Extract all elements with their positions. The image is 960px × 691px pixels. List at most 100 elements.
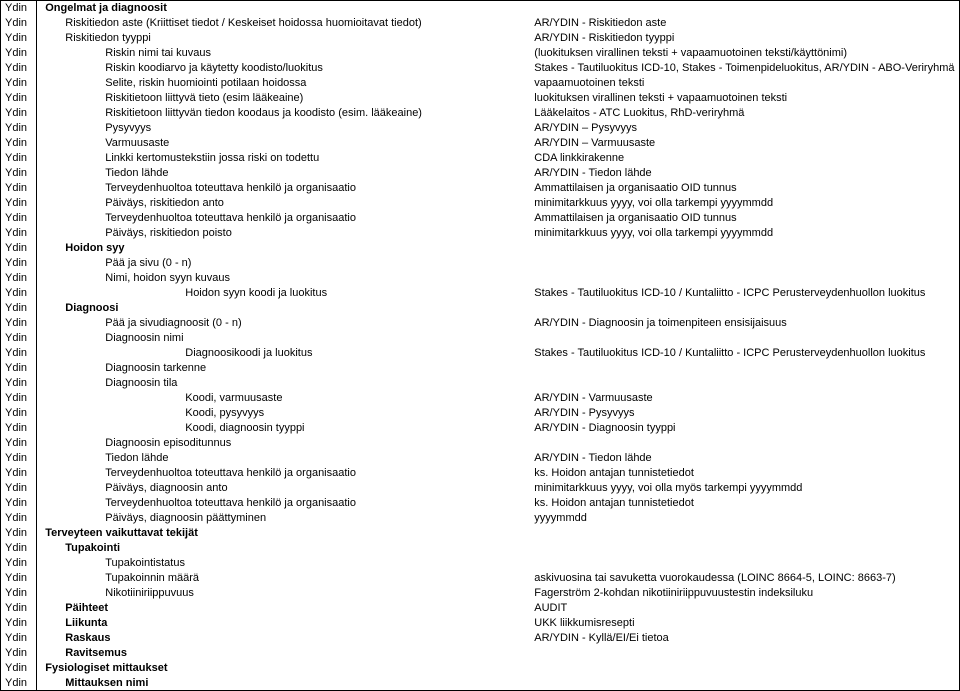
table-row: YdinPäihteetAUDIT [1, 601, 959, 616]
table-row: YdinRaskausAR/YDIN - Kyllä/EI/Ei tietoa [1, 631, 959, 646]
row-description: Mittauksen nimi [37, 676, 531, 691]
row-description: Päiväys, riskitiedon poisto [37, 226, 531, 241]
row-description: Linkki kertomustekstiin jossa riski on t… [37, 151, 531, 166]
row-description: Diagnoosin nimi [37, 331, 531, 346]
row-value: AR/YDIN - Tiedon lähde [530, 166, 958, 181]
table-row: YdinTerveyteen vaikuttavat tekijät [1, 526, 959, 541]
ydin-label: Ydin [1, 331, 37, 346]
row-value: luokituksen virallinen teksti + vapaamuo… [530, 91, 958, 106]
row-value: Stakes - Tautiluokitus ICD-10, Stakes - … [530, 61, 958, 76]
ydin-label: Ydin [1, 466, 37, 481]
row-value: vapaamuotoinen teksti [530, 76, 958, 91]
row-description: Ongelmat ja diagnoosit [37, 1, 531, 16]
row-value [530, 676, 958, 691]
row-value: AR/YDIN – Pysyvyys [530, 121, 958, 136]
table-row: YdinDiagnoosi [1, 301, 959, 316]
row-description: Diagnoosin episoditunnus [37, 436, 531, 451]
row-description: Riskin nimi tai kuvaus [37, 46, 531, 61]
table-row: YdinPysyvyysAR/YDIN – Pysyvyys [1, 121, 959, 136]
table-row: YdinTerveydenhuoltoa toteuttava henkilö … [1, 496, 959, 511]
row-description: Koodi, pysyvyys [37, 406, 531, 421]
ydin-label: Ydin [1, 481, 37, 496]
ydin-label: Ydin [1, 16, 37, 31]
ydin-label: Ydin [1, 241, 37, 256]
table-row: YdinSelite, riskin huomiointi potilaan h… [1, 76, 959, 91]
table-row: YdinRiskitietoon liittyvän tiedon koodau… [1, 106, 959, 121]
row-value [530, 376, 958, 391]
row-value [530, 556, 958, 571]
row-value [530, 526, 958, 541]
table-row: YdinPäiväys, diagnoosin päättyminenyyyym… [1, 511, 959, 526]
ydin-label: Ydin [1, 1, 37, 16]
ydin-label: Ydin [1, 76, 37, 91]
row-value: Ammattilaisen ja organisaatio OID tunnus [530, 211, 958, 226]
table-row: YdinTerveydenhuoltoa toteuttava henkilö … [1, 211, 959, 226]
table-row: YdinPää ja sivu (0 - n) [1, 256, 959, 271]
row-description: Riskitiedon tyyppi [37, 31, 531, 46]
row-value [530, 256, 958, 271]
row-value [530, 301, 958, 316]
row-description: Terveydenhuoltoa toteuttava henkilö ja o… [37, 496, 531, 511]
ydin-label: Ydin [1, 586, 37, 601]
row-value [530, 661, 958, 676]
row-description: Päihteet [37, 601, 531, 616]
row-value: CDA linkkirakenne [530, 151, 958, 166]
row-description: Riskitiedon aste (Kriittiset tiedot / Ke… [37, 16, 531, 31]
row-description: Nimi, hoidon syyn kuvaus [37, 271, 531, 286]
ydin-label: Ydin [1, 61, 37, 76]
row-description: Hoidon syyn koodi ja luokitus [37, 286, 531, 301]
row-description: Tupakointi [37, 541, 531, 556]
table-row: YdinTupakointistatus [1, 556, 959, 571]
row-description: Terveyteen vaikuttavat tekijät [37, 526, 531, 541]
table-row: YdinHoidon syy [1, 241, 959, 256]
table-row: YdinDiagnoosin tarkenne [1, 361, 959, 376]
ydin-label: Ydin [1, 136, 37, 151]
ydin-label: Ydin [1, 181, 37, 196]
row-value: AUDIT [530, 601, 958, 616]
table-row: YdinMittauksen nimi [1, 676, 959, 691]
table-row: YdinKoodi, diagnoosin tyyppiAR/YDIN - Di… [1, 421, 959, 436]
ydin-label: Ydin [1, 286, 37, 301]
row-value: minimitarkkuus yyyy, voi olla tarkempi y… [530, 226, 958, 241]
row-description: Riskitietoon liittyvän tiedon koodaus ja… [37, 106, 531, 121]
ydin-label: Ydin [1, 601, 37, 616]
table-row: YdinTupakointi [1, 541, 959, 556]
table-row: YdinNikotiiniriippuvuusFagerström 2-kohd… [1, 586, 959, 601]
row-description: Päiväys, diagnoosin anto [37, 481, 531, 496]
table-row: YdinKoodi, varmuusasteAR/YDIN - Varmuusa… [1, 391, 959, 406]
row-value [530, 436, 958, 451]
row-description: Riskitietoon liittyvä tieto (esim lääkea… [37, 91, 531, 106]
row-description: Raskaus [37, 631, 531, 646]
table-row: YdinDiagnoosikoodi ja luokitusStakes - T… [1, 346, 959, 361]
table-row: YdinLinkki kertomustekstiin jossa riski … [1, 151, 959, 166]
table-row: YdinTiedon lähdeAR/YDIN - Tiedon lähde [1, 166, 959, 181]
row-value: Lääkelaitos - ATC Luokitus, RhD-veriryhm… [530, 106, 958, 121]
table-row: YdinOngelmat ja diagnoosit [1, 1, 959, 16]
ydin-label: Ydin [1, 376, 37, 391]
row-description: Terveydenhuoltoa toteuttava henkilö ja o… [37, 466, 531, 481]
ydin-label: Ydin [1, 256, 37, 271]
row-value: ks. Hoidon antajan tunnistetiedot [530, 466, 958, 481]
ydin-label: Ydin [1, 91, 37, 106]
row-value: AR/YDIN - Diagnoosin ja toimenpiteen ens… [530, 316, 958, 331]
row-value [530, 541, 958, 556]
table-row: YdinRiskitietoon liittyvä tieto (esim lä… [1, 91, 959, 106]
ydin-label: Ydin [1, 391, 37, 406]
row-description: Terveydenhuoltoa toteuttava henkilö ja o… [37, 181, 531, 196]
ydin-label: Ydin [1, 541, 37, 556]
row-description: Diagnoosin tila [37, 376, 531, 391]
table-row: YdinRavitsemus [1, 646, 959, 661]
row-value: AR/YDIN - Diagnoosin tyyppi [530, 421, 958, 436]
data-table: YdinOngelmat ja diagnoositYdinRiskitiedo… [1, 1, 959, 691]
ydin-label: Ydin [1, 526, 37, 541]
row-value: askivuosina tai savuketta vuorokaudessa … [530, 571, 958, 586]
ydin-label: Ydin [1, 646, 37, 661]
row-value: Stakes - Tautiluokitus ICD-10 / Kuntalii… [530, 346, 958, 361]
row-description: Selite, riskin huomiointi potilaan hoido… [37, 76, 531, 91]
row-description: Pää ja sivudiagnoosit (0 - n) [37, 316, 531, 331]
table-row: YdinPäiväys, riskitiedon poistominimitar… [1, 226, 959, 241]
table-row: YdinDiagnoosin episoditunnus [1, 436, 959, 451]
ydin-label: Ydin [1, 316, 37, 331]
ydin-label: Ydin [1, 346, 37, 361]
row-description: Fysiologiset mittaukset [37, 661, 531, 676]
